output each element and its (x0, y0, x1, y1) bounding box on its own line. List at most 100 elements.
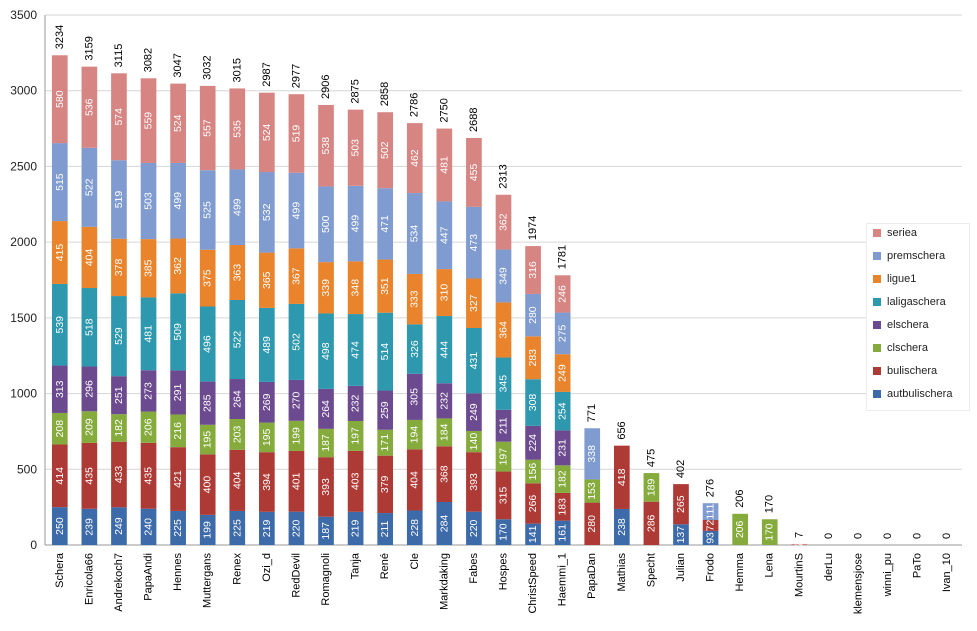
bar-segment (170, 370, 186, 415)
total-label: 2688 (468, 107, 480, 131)
bar-segment (140, 411, 157, 443)
data-label: 206 (734, 520, 746, 538)
bar-segment (436, 383, 453, 419)
x-tick-label: Cle (409, 553, 421, 570)
bar-segment (377, 312, 394, 391)
data-label: 435 (83, 467, 95, 485)
data-label: 431 (468, 352, 480, 370)
data-label: 333 (409, 290, 421, 308)
y-tick-label: 3000 (10, 84, 37, 98)
bar-segment (495, 302, 512, 358)
data-label: 273 (143, 382, 155, 400)
data-label: 404 (409, 471, 421, 489)
x-tick-label: Renex (231, 553, 243, 585)
x-axis: Schera Enricola66 Andrekoch7 PapaAndi Hennes… (54, 552, 953, 614)
bar-segment (466, 206, 482, 279)
data-label: 269 (261, 393, 273, 411)
data-label: 189 (645, 478, 657, 496)
bar-segment (347, 314, 364, 386)
total-label: 3234 (54, 25, 66, 49)
x-tick-label: derLu (823, 553, 835, 581)
bar-segment (140, 78, 157, 163)
bar-segment (259, 452, 275, 512)
data-label: 375 (202, 269, 214, 287)
data-label: 183 (557, 498, 569, 516)
bar-segment (199, 170, 216, 250)
bar-segment (643, 473, 660, 502)
y-tick-label: 1000 (10, 387, 37, 401)
data-label: 473 (468, 234, 480, 252)
x-tick-label: PapaAndi (143, 553, 155, 601)
data-label: 259 (379, 401, 391, 419)
total-label: 3015 (231, 58, 243, 82)
data-label: 559 (143, 112, 155, 130)
data-label: 580 (54, 90, 66, 108)
bar-segment (525, 379, 541, 426)
bar-segment (318, 262, 334, 314)
legend-swatch (873, 252, 881, 260)
x-tick-label: Romagnoli (320, 553, 332, 606)
data-label: 270 (290, 391, 302, 409)
data-label: 195 (261, 428, 273, 446)
data-label: 153 (586, 482, 598, 500)
data-label: 509 (172, 323, 184, 341)
bar-segment (81, 66, 98, 148)
x-tick-label: Markdaking (438, 553, 450, 610)
bar-segment (554, 354, 571, 392)
data-label: 208 (54, 420, 66, 438)
y-tick-label: 1500 (10, 311, 37, 325)
bar-segment (377, 112, 394, 189)
bar-segment (554, 312, 571, 355)
data-label: 394 (261, 473, 273, 491)
data-label: 239 (83, 518, 95, 536)
bar-segment (140, 442, 157, 509)
bars (51, 55, 808, 545)
bar-segment (495, 409, 512, 442)
bar-segment (111, 507, 127, 545)
bar-segment (347, 420, 364, 451)
bar-segment (673, 484, 689, 525)
x-tick-label: Specht (645, 553, 657, 587)
bar-segment (466, 430, 482, 453)
x-tick-label: Tanja (350, 552, 362, 579)
bar-segment (288, 303, 305, 380)
data-label: 264 (320, 400, 332, 418)
bar-segment (81, 411, 98, 443)
data-label: 111 (705, 503, 717, 519)
data-label: 161 (557, 524, 569, 542)
data-label: 502 (290, 333, 302, 351)
total-label: 3159 (83, 36, 95, 60)
data-label: 444 (438, 341, 450, 359)
data-label: 404 (83, 249, 95, 267)
data-label: 393 (468, 473, 480, 491)
bar-segment (525, 336, 541, 380)
data-label: 93 (705, 532, 717, 544)
bar-segment (229, 449, 246, 511)
total-label: 2750 (438, 98, 450, 122)
bar-segment (525, 425, 541, 460)
bar-segment (554, 492, 571, 521)
data-label: 418 (616, 468, 628, 486)
data-label: 199 (290, 427, 302, 445)
data-label: 209 (83, 418, 95, 436)
bar-segment (584, 502, 601, 545)
data-label: 7 (793, 541, 805, 547)
bar-segment (259, 172, 275, 253)
bar-segment (199, 306, 216, 382)
x-tick-label: Ivan_10 (941, 553, 953, 592)
data-label: 283 (527, 349, 539, 367)
data-label: 275 (557, 324, 569, 342)
data-label: 385 (143, 259, 155, 277)
data-label: 199 (202, 521, 214, 539)
bar-segment (170, 447, 186, 511)
x-tick-label: winni_pu (882, 553, 894, 597)
bar-segment (495, 194, 512, 250)
bar-segment (347, 511, 364, 545)
bar-segment (377, 455, 394, 514)
bar-segment (288, 420, 305, 451)
data-label: 219 (350, 520, 362, 538)
x-tick-label: Andrekoch7 (113, 553, 125, 612)
legend-swatch (873, 229, 881, 237)
total-label: 475 (645, 449, 657, 467)
